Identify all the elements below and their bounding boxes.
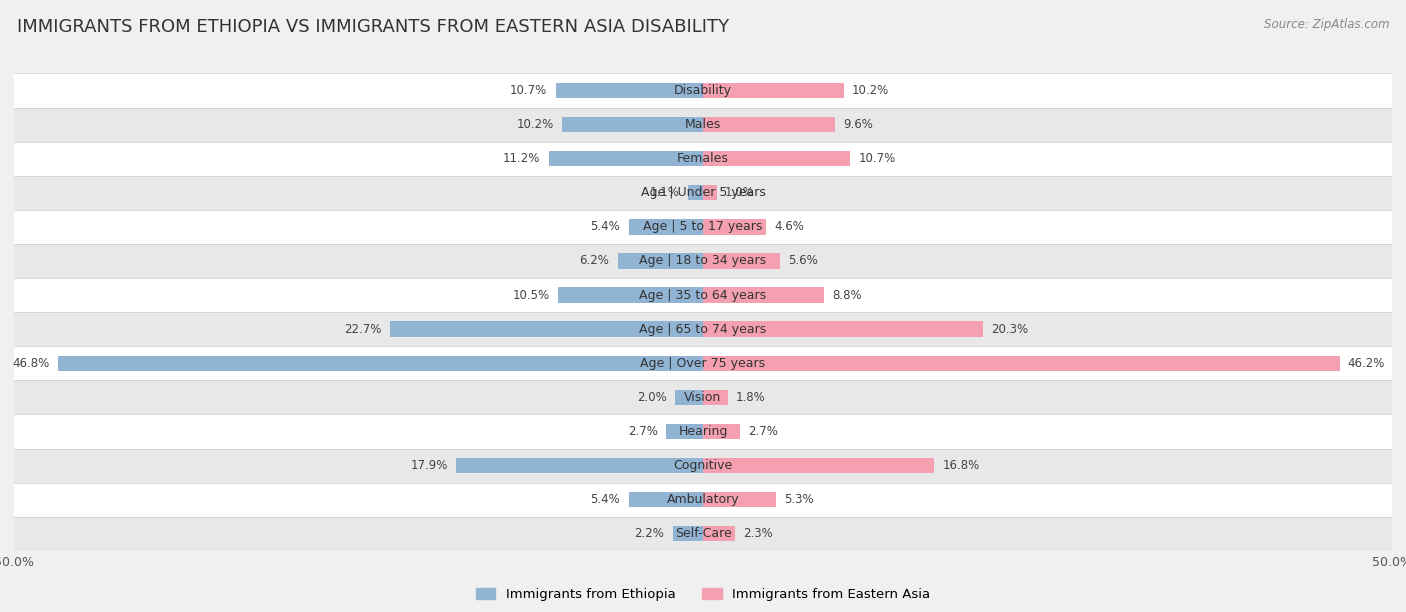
Text: 46.8%: 46.8%: [13, 357, 49, 370]
Text: 9.6%: 9.6%: [844, 118, 873, 131]
Text: 10.5%: 10.5%: [513, 289, 550, 302]
Text: Age | 5 to 17 years: Age | 5 to 17 years: [644, 220, 762, 233]
Text: 5.3%: 5.3%: [785, 493, 814, 506]
Text: 10.7%: 10.7%: [510, 84, 547, 97]
Bar: [14, 346, 1392, 380]
Bar: [703, 288, 824, 303]
Text: Age | Under 5 years: Age | Under 5 years: [641, 186, 765, 200]
Text: Vision: Vision: [685, 391, 721, 404]
Bar: [703, 151, 851, 166]
Bar: [14, 176, 1392, 210]
Bar: [457, 458, 703, 473]
Text: 2.7%: 2.7%: [748, 425, 779, 438]
Bar: [14, 483, 1392, 517]
Bar: [688, 185, 703, 201]
Text: 17.9%: 17.9%: [411, 459, 449, 472]
Bar: [672, 526, 703, 542]
Bar: [703, 356, 1340, 371]
Text: Hearing: Hearing: [678, 425, 728, 438]
Legend: Immigrants from Ethiopia, Immigrants from Eastern Asia: Immigrants from Ethiopia, Immigrants fro…: [475, 589, 931, 602]
Text: Females: Females: [678, 152, 728, 165]
Bar: [558, 288, 703, 303]
Text: 16.8%: 16.8%: [943, 459, 980, 472]
Text: 1.1%: 1.1%: [650, 186, 679, 200]
Text: Disability: Disability: [673, 84, 733, 97]
Text: 5.4%: 5.4%: [591, 493, 620, 506]
Text: Males: Males: [685, 118, 721, 131]
Text: Ambulatory: Ambulatory: [666, 493, 740, 506]
Bar: [14, 108, 1392, 141]
Bar: [14, 312, 1392, 346]
Bar: [14, 141, 1392, 176]
Text: Cognitive: Cognitive: [673, 459, 733, 472]
Text: 2.7%: 2.7%: [627, 425, 658, 438]
Bar: [703, 117, 835, 132]
Bar: [703, 492, 776, 507]
Text: 10.2%: 10.2%: [852, 84, 889, 97]
Text: IMMIGRANTS FROM ETHIOPIA VS IMMIGRANTS FROM EASTERN ASIA DISABILITY: IMMIGRANTS FROM ETHIOPIA VS IMMIGRANTS F…: [17, 18, 728, 36]
Bar: [703, 219, 766, 234]
Text: 22.7%: 22.7%: [344, 323, 382, 335]
Text: 2.2%: 2.2%: [634, 528, 665, 540]
Text: Age | 65 to 74 years: Age | 65 to 74 years: [640, 323, 766, 335]
Text: 2.3%: 2.3%: [742, 528, 773, 540]
Bar: [703, 83, 844, 98]
Text: 4.6%: 4.6%: [775, 220, 804, 233]
Bar: [703, 424, 740, 439]
Text: 2.0%: 2.0%: [637, 391, 668, 404]
Text: Age | 18 to 34 years: Age | 18 to 34 years: [640, 255, 766, 267]
Text: 1.8%: 1.8%: [737, 391, 766, 404]
Bar: [14, 210, 1392, 244]
Text: 20.3%: 20.3%: [991, 323, 1028, 335]
Text: Self-Care: Self-Care: [675, 528, 731, 540]
Bar: [666, 424, 703, 439]
Text: 46.2%: 46.2%: [1348, 357, 1385, 370]
Bar: [58, 356, 703, 371]
Bar: [14, 244, 1392, 278]
Bar: [562, 117, 703, 132]
Bar: [555, 83, 703, 98]
Bar: [548, 151, 703, 166]
Text: 1.0%: 1.0%: [725, 186, 755, 200]
Text: 10.7%: 10.7%: [859, 152, 896, 165]
Bar: [675, 390, 703, 405]
Text: 5.4%: 5.4%: [591, 220, 620, 233]
Bar: [14, 278, 1392, 312]
Text: Age | 35 to 64 years: Age | 35 to 64 years: [640, 289, 766, 302]
Bar: [14, 449, 1392, 483]
Text: Age | Over 75 years: Age | Over 75 years: [641, 357, 765, 370]
Text: 10.2%: 10.2%: [517, 118, 554, 131]
Bar: [14, 517, 1392, 551]
Bar: [391, 321, 703, 337]
Bar: [703, 458, 935, 473]
Bar: [703, 253, 780, 269]
Bar: [628, 492, 703, 507]
Text: Source: ZipAtlas.com: Source: ZipAtlas.com: [1264, 18, 1389, 31]
Bar: [703, 321, 983, 337]
Text: 5.6%: 5.6%: [789, 255, 818, 267]
Text: 11.2%: 11.2%: [503, 152, 540, 165]
Text: 6.2%: 6.2%: [579, 255, 609, 267]
Bar: [14, 73, 1392, 108]
Text: 8.8%: 8.8%: [832, 289, 862, 302]
Bar: [617, 253, 703, 269]
Bar: [14, 380, 1392, 414]
Bar: [703, 185, 717, 201]
Bar: [703, 390, 728, 405]
Bar: [14, 414, 1392, 449]
Bar: [703, 526, 735, 542]
Bar: [628, 219, 703, 234]
